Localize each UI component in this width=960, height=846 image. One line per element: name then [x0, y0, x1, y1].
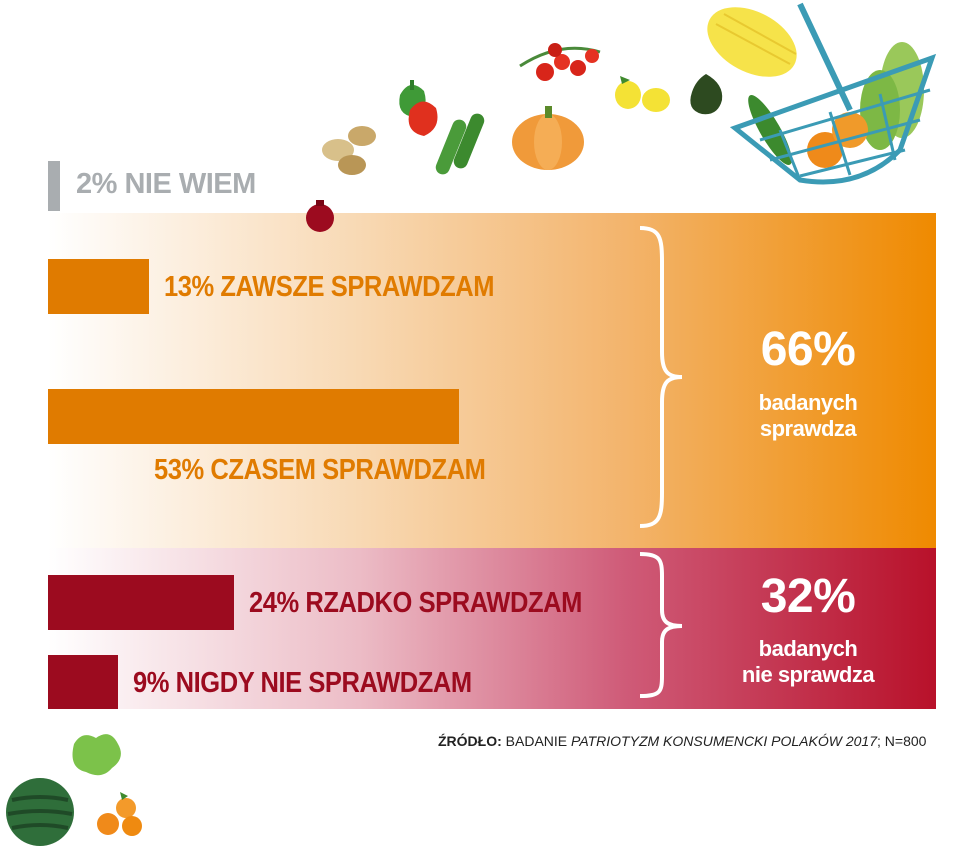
pumpkin-icon: [512, 106, 584, 170]
bar-label-zawsze: 13% ZAWSZE SPRAWDZAM: [164, 271, 495, 303]
summary-text-nie-sprawdza-2: nie sprawdza: [741, 662, 875, 687]
watermelon-icon: [6, 778, 74, 846]
bar-nigdy: [48, 655, 118, 709]
pepper-icon: [399, 80, 438, 136]
avocado-icon: [690, 74, 723, 115]
bar-nie-wiem: [48, 161, 60, 211]
basket-icon: [729, 2, 937, 185]
summary-pct-sprawdza: 66%: [760, 323, 856, 376]
summary-text-sprawdza-1: badanych: [758, 390, 858, 415]
bar-zawsze: [48, 259, 149, 314]
lettuce-icon: [72, 734, 121, 776]
bar-rzadko: [48, 575, 234, 630]
melon-icon: [707, 7, 797, 77]
source-label: ŹRÓDŁO:: [438, 733, 502, 749]
bar-label-nie-wiem: 2% NIE WIEM: [76, 168, 256, 200]
summary-text-nie-sprawdza-1: badanych: [758, 636, 858, 661]
potato-icon: [322, 126, 376, 175]
lemon-icon: [615, 76, 670, 112]
bar-czasem: [48, 389, 459, 444]
cucumber-icon: [435, 113, 485, 175]
brace-bottom-icon: [639, 552, 683, 698]
bar-label-rzadko: 24% RZADKO SPRAWDZAM: [249, 587, 582, 619]
bar-label-czasem: 53% CZASEM SPRAWDZAM: [154, 454, 486, 486]
pomegranate-icon: [306, 200, 334, 232]
source-text: BADANIE: [501, 733, 572, 749]
bar-label-nigdy: 9% NIGDY NIE SPRAWDZAM: [133, 667, 472, 699]
brace-top-icon: [639, 226, 683, 528]
source-title: PATRIOTYZM KONSUMENCKI POLAKÓW 2017: [571, 733, 877, 749]
tomato-icon: [519, 43, 601, 81]
summary-pct-nie-sprawdza: 32%: [760, 570, 856, 623]
positive-group-band: [48, 213, 936, 548]
source-note: ŹRÓDŁO: BADANIE PATRIOTYZM KONSUMENCKI P…: [438, 733, 926, 749]
source-tail: ; N=800: [877, 733, 927, 749]
tangerine-icon: [97, 792, 142, 836]
summary-text-sprawdza-2: sprawdza: [759, 416, 857, 441]
